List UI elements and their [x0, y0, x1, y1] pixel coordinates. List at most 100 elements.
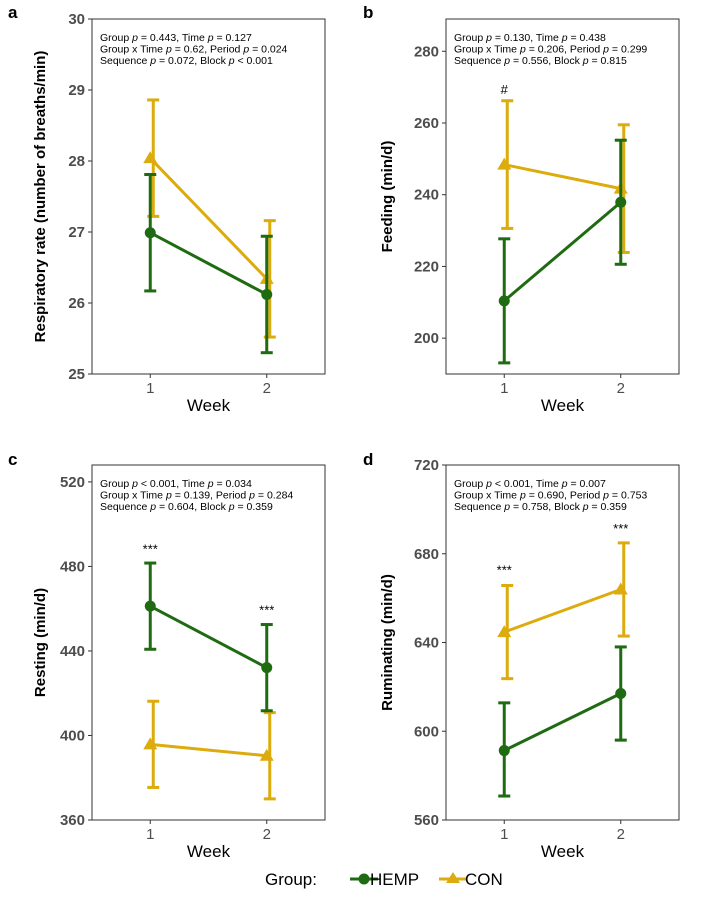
stats-segment: p — [149, 55, 156, 67]
stats-segment: p — [561, 478, 568, 490]
stats-segment: = 0.130, Time — [492, 32, 562, 44]
stats-segment: = 0.604, Block — [156, 501, 229, 513]
stats-segment: Sequence — [100, 501, 150, 513]
x-tick-label: 1 — [500, 826, 508, 843]
y-tick-label: 640 — [414, 635, 439, 652]
stats-segment: p — [582, 55, 589, 67]
y-tick-label: 28 — [68, 153, 85, 170]
data-point — [498, 745, 510, 757]
panel-label: a — [8, 3, 18, 22]
stats-segment: p — [582, 501, 589, 513]
y-axis-label: Ruminating (min/d) — [379, 574, 396, 711]
legend: Group: HEMP CON — [265, 870, 503, 889]
legend-entry-con: CON — [439, 870, 503, 889]
stats-segment: = 0.127 — [214, 32, 252, 44]
data-point — [615, 688, 627, 700]
stats-segment: = 0.438 — [568, 32, 606, 44]
stats-segment: = 0.443, Time — [138, 32, 208, 44]
stats-segment: = 0.359 — [589, 501, 627, 513]
y-tick-label: 240 — [414, 187, 439, 204]
stats-segment: Sequence — [100, 55, 150, 67]
stats-segment: p — [228, 55, 235, 67]
stats-segment: Group — [454, 32, 486, 44]
legend-hemp-label: HEMP — [370, 870, 419, 889]
y-tick-label: 400 — [60, 727, 85, 744]
plot-border — [91, 18, 326, 375]
plot-border — [445, 18, 680, 375]
x-tick-label: 1 — [500, 380, 508, 397]
series-con — [497, 99, 630, 254]
y-tick-label: 260 — [414, 115, 439, 132]
stats-segment: p — [207, 32, 214, 44]
stats-segment: p — [503, 501, 510, 513]
stats-segment: = 0.284 — [255, 490, 293, 502]
y-tick-label: 29 — [68, 82, 85, 99]
stats-segment: p — [131, 478, 138, 490]
data-point — [259, 748, 274, 761]
stats-segment: p — [485, 32, 492, 44]
x-tick-label: 2 — [617, 380, 625, 397]
stats-text: Group p = 0.130, Time p = 0.438 Group x T… — [454, 32, 647, 67]
stats-segment: p — [165, 44, 172, 56]
data-point — [497, 625, 512, 638]
significance-annotation: *** — [497, 563, 512, 578]
stats-segment: p — [149, 501, 156, 513]
stats-segment: p — [519, 490, 526, 502]
series-line — [503, 588, 622, 634]
stats-segment: < 0.001, Time — [138, 478, 208, 490]
stats-segment: = 0.359 — [235, 501, 273, 513]
x-axis-label: Week — [541, 396, 585, 415]
y-axis-label: Respiratory rate (number of breaths/min) — [32, 51, 49, 343]
stats-segment: Sequence — [454, 501, 504, 513]
data-point — [498, 295, 510, 307]
stats-segment: = 0.556, Block — [510, 55, 583, 67]
x-axis-label: Week — [187, 842, 231, 861]
x-tick-label: 2 — [263, 380, 271, 397]
stats-segment: p — [131, 32, 138, 44]
legend-con-label: CON — [465, 870, 503, 889]
stats-segment: = 0.024 — [249, 44, 287, 56]
data-point — [143, 151, 158, 164]
panel-d: d 560 600 640 680 720 1 2 Week Ruminating (min/d)… — [363, 450, 680, 861]
stats-segment: Group x Time — [454, 44, 520, 56]
stats-segment: = 0.072, Block — [156, 55, 229, 67]
y-tick-label: 220 — [414, 258, 439, 275]
data-point — [144, 600, 156, 612]
y-tick-label: 440 — [60, 643, 85, 660]
y-tick-label: 560 — [414, 812, 439, 829]
x-tick-label: 2 — [617, 826, 625, 843]
panel-label: c — [8, 450, 17, 469]
stats-segment: < 0.001 — [235, 55, 273, 67]
y-axis-label: Resting (min/d) — [32, 588, 49, 697]
y-tick-label: 280 — [414, 43, 439, 60]
panels: a 25 26 27 28 29 30 1 2 Week Respiratory rate (num… — [8, 3, 680, 861]
panel-a: a 25 26 27 28 29 30 1 2 Week Respiratory rate (num… — [8, 3, 326, 415]
stats-segment: = 0.139, Period — [172, 490, 249, 502]
data-point — [143, 737, 158, 750]
stats-segment: = 0.034 — [214, 478, 252, 490]
stats-segment: = 0.753 — [609, 490, 647, 502]
stats-segment: Group — [454, 478, 486, 490]
x-tick-label: 1 — [146, 380, 154, 397]
series-line — [503, 692, 622, 752]
significance-annotation: *** — [259, 603, 274, 618]
series-hemp — [144, 172, 273, 355]
series-con — [497, 541, 630, 681]
series-con — [143, 699, 276, 801]
series-line — [149, 604, 268, 669]
x-axis-label: Week — [541, 842, 585, 861]
y-tick-label: 520 — [60, 474, 85, 491]
data-point — [261, 288, 273, 300]
y-tick-label: 720 — [414, 457, 439, 474]
series-line — [149, 157, 268, 280]
data-point — [497, 157, 512, 170]
panel-label: d — [363, 450, 373, 469]
stats-segment: p — [165, 490, 172, 502]
stats-segment: = 0.690, Period — [526, 490, 603, 502]
panel-c: c 360 400 440 480 520 1 2 Week Resting (min/d) Gro… — [8, 450, 326, 861]
plot-border — [445, 464, 680, 821]
legend-hemp-marker — [358, 873, 370, 885]
data-point — [613, 582, 628, 595]
x-tick-label: 2 — [263, 826, 271, 843]
